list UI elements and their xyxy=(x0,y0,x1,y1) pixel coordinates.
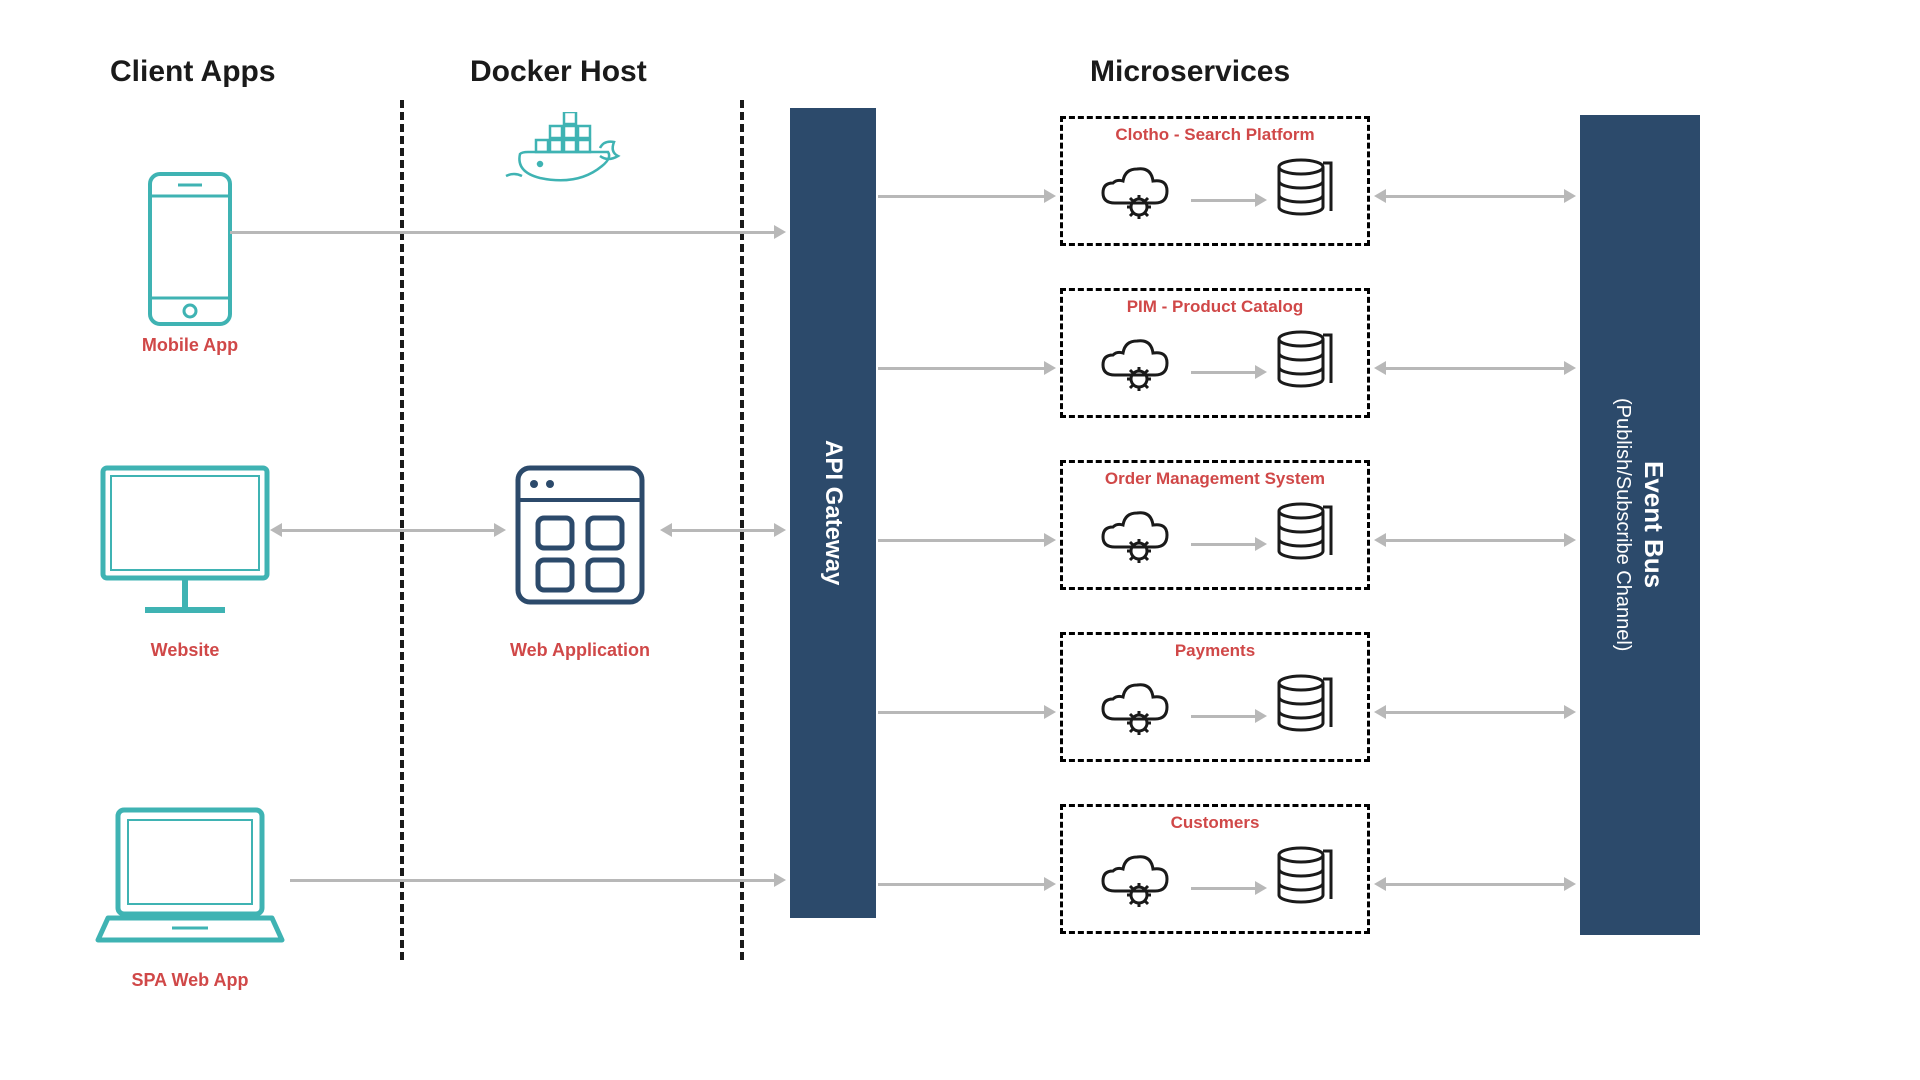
microservice-box: Clotho - Search Platform xyxy=(1060,116,1370,246)
cloud-gear-icon xyxy=(1097,331,1179,403)
microservice-box: Order Management System xyxy=(1060,460,1370,590)
api-gateway-block: API Gateway xyxy=(790,108,876,918)
web-application-icon xyxy=(510,460,650,615)
arrow-head-right-icon xyxy=(1564,533,1576,547)
arrow-head-left-icon xyxy=(660,523,672,537)
inner-arrow xyxy=(1191,715,1257,718)
database-icon xyxy=(1273,501,1337,565)
arrow xyxy=(1386,711,1564,714)
database-icon xyxy=(1273,329,1337,393)
arrow xyxy=(878,883,1044,886)
spa-web-app-label: SPA Web App xyxy=(90,970,290,991)
arrow xyxy=(1386,539,1564,542)
arrow-head-right-icon xyxy=(1044,189,1056,203)
website-label: Website xyxy=(100,640,270,661)
microservice-title: Customers xyxy=(1063,813,1367,833)
arrow-head-right-icon xyxy=(1044,705,1056,719)
inner-arrow xyxy=(1191,371,1257,374)
arrow-head-left-icon xyxy=(1374,361,1386,375)
arrow-head-right-icon xyxy=(494,523,506,537)
arrow-head-right-icon xyxy=(774,523,786,537)
arrow xyxy=(1386,195,1564,198)
arrow-head-right-icon xyxy=(1044,533,1056,547)
cloud-gear-icon xyxy=(1097,503,1179,575)
arrow-head-right-icon xyxy=(1564,705,1576,719)
mobile-phone-icon xyxy=(140,170,240,335)
section-title-microservices: Microservices xyxy=(1090,55,1290,89)
arrow xyxy=(230,231,774,234)
microservice-title: Clotho - Search Platform xyxy=(1063,125,1367,145)
mobile-app-label: Mobile App xyxy=(100,335,280,356)
inner-arrow-head xyxy=(1255,193,1267,207)
arrow xyxy=(878,539,1044,542)
arrow xyxy=(1386,367,1564,370)
arrow xyxy=(282,529,494,532)
inner-arrow xyxy=(1191,887,1257,890)
web-application-label: Web Application xyxy=(480,640,680,661)
inner-arrow-head xyxy=(1255,365,1267,379)
database-icon xyxy=(1273,845,1337,909)
cloud-gear-icon xyxy=(1097,847,1179,919)
arrow-head-right-icon xyxy=(1564,877,1576,891)
website-monitor-icon xyxy=(95,460,275,635)
arrow xyxy=(1386,883,1564,886)
database-icon xyxy=(1273,673,1337,737)
arrow-head-right-icon xyxy=(1044,361,1056,375)
microservice-title: Order Management System xyxy=(1063,469,1367,489)
event-bus-block: Event Bus (Publish/Subscribe Channel) xyxy=(1580,115,1700,935)
microservice-box: Customers xyxy=(1060,804,1370,934)
microservice-box: PIM - Product Catalog xyxy=(1060,288,1370,418)
inner-arrow xyxy=(1191,199,1257,202)
section-title-client-apps: Client Apps xyxy=(110,55,276,89)
inner-arrow-head xyxy=(1255,709,1267,723)
event-bus-sublabel: (Publish/Subscribe Channel) xyxy=(1611,398,1634,651)
inner-arrow-head xyxy=(1255,881,1267,895)
arrow xyxy=(672,529,774,532)
cloud-gear-icon xyxy=(1097,675,1179,747)
arrow-head-left-icon xyxy=(1374,533,1386,547)
docker-whale-icon xyxy=(500,112,650,197)
inner-arrow-head xyxy=(1255,537,1267,551)
event-bus-label: Event Bus xyxy=(1638,461,1669,588)
inner-arrow xyxy=(1191,543,1257,546)
arrow-head-right-icon xyxy=(1044,877,1056,891)
arrow-head-right-icon xyxy=(1564,361,1576,375)
microservice-box: Payments xyxy=(1060,632,1370,762)
arrow xyxy=(878,367,1044,370)
arrow-head-left-icon xyxy=(1374,877,1386,891)
arrow xyxy=(878,711,1044,714)
arrow-head-left-icon xyxy=(270,523,282,537)
microservice-title: PIM - Product Catalog xyxy=(1063,297,1367,317)
arrow-head-right-icon xyxy=(774,873,786,887)
spa-laptop-icon xyxy=(90,800,290,965)
arrow-head-right-icon xyxy=(1564,189,1576,203)
arrow-head-right-icon xyxy=(774,225,786,239)
section-title-docker-host: Docker Host xyxy=(470,55,647,89)
microservice-title: Payments xyxy=(1063,641,1367,661)
database-icon xyxy=(1273,157,1337,221)
api-gateway-label: API Gateway xyxy=(819,440,847,585)
arrow-head-left-icon xyxy=(1374,705,1386,719)
arrow xyxy=(290,879,774,882)
cloud-gear-icon xyxy=(1097,159,1179,231)
arrow xyxy=(878,195,1044,198)
arrow-head-left-icon xyxy=(1374,189,1386,203)
